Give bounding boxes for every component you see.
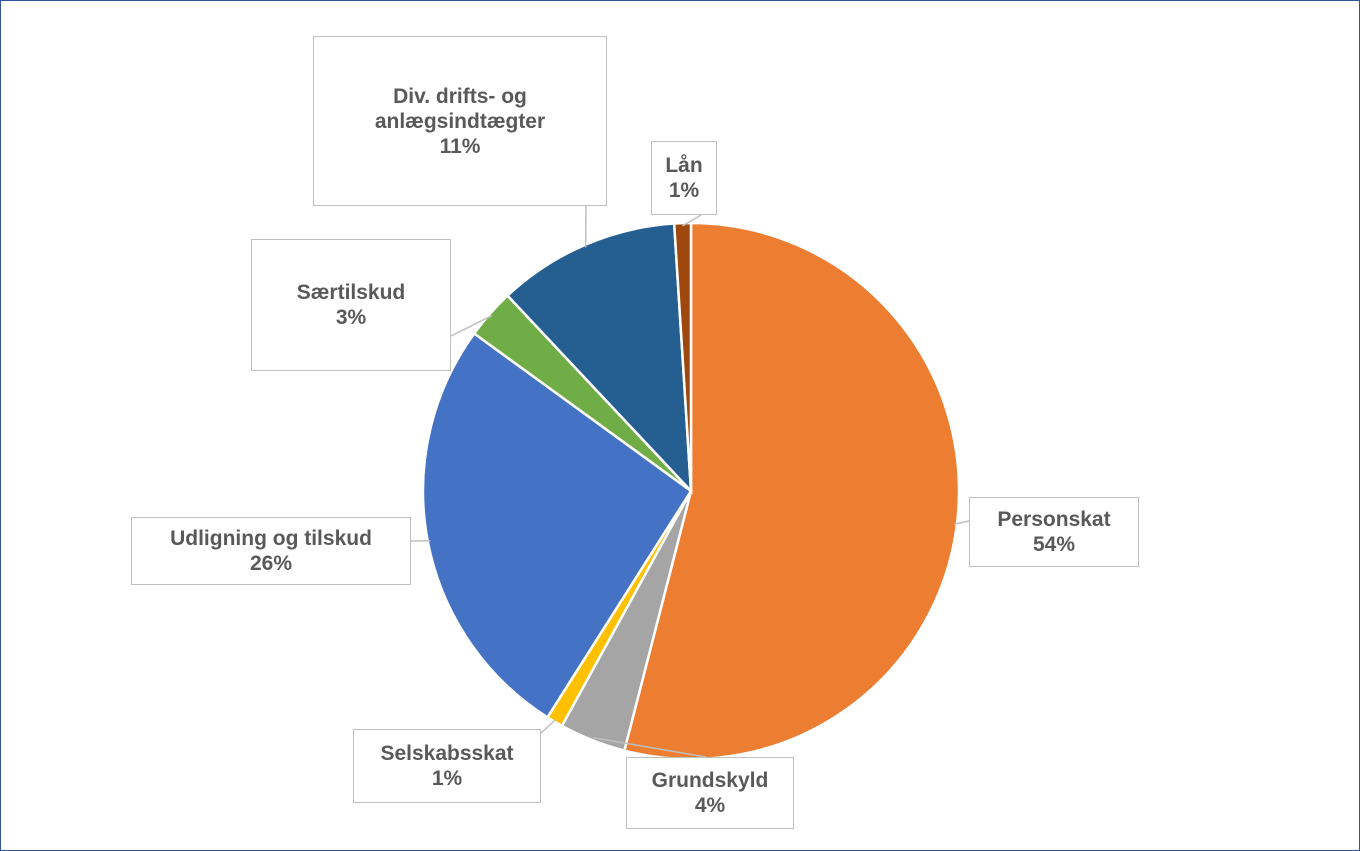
leader-line	[540, 718, 557, 734]
category-label: Grundskyld	[651, 769, 769, 792]
slice	[672, 221, 693, 492]
category-label: Personskat	[997, 508, 1111, 531]
data-label: Personskat 54%	[969, 497, 1139, 567]
value-label: 4%	[694, 794, 726, 817]
data-label: Selskabsskat 1%	[353, 729, 541, 803]
leader-line	[682, 214, 702, 227]
slice	[622, 221, 961, 761]
category-label: Særtilskud	[296, 281, 406, 304]
leader-line	[450, 314, 493, 337]
category-label: Udligning og tilskud	[170, 527, 372, 550]
data-label: Div. drifts- og anlægsindtægter 11%	[313, 36, 607, 206]
category-label: Selskabsskat	[380, 742, 514, 765]
slices	[421, 221, 961, 761]
category-label: Div. drifts- og anlægsindtægter	[374, 84, 546, 133]
value-label: 1%	[668, 179, 700, 202]
value-label: 26%	[249, 552, 293, 575]
data-label: Udligning og tilskud 26%	[131, 517, 411, 585]
value-label: 11%	[439, 134, 481, 158]
slice	[505, 222, 693, 495]
leader-line	[593, 736, 707, 758]
category-label: Lån	[665, 154, 703, 177]
value-label: 54%	[1032, 533, 1076, 556]
value-label: 3%	[335, 306, 367, 329]
data-label: Grundskyld 4%	[626, 757, 794, 829]
value-label: 1%	[431, 767, 463, 790]
data-label: Lån 1%	[651, 141, 717, 215]
leader-line	[954, 520, 970, 525]
data-label: Særtilskud 3%	[251, 239, 451, 371]
